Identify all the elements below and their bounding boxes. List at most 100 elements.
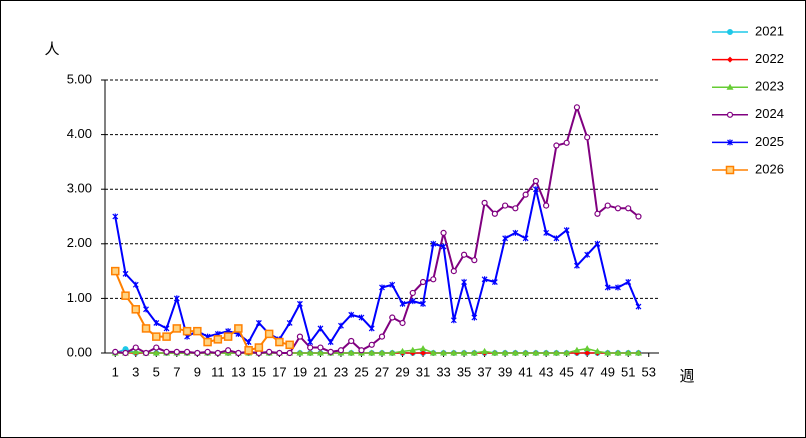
x-tick-label: 35 xyxy=(457,364,471,379)
marker xyxy=(440,243,447,250)
x-tick-label: 33 xyxy=(436,364,450,379)
marker xyxy=(143,306,149,313)
marker xyxy=(470,349,478,356)
marker xyxy=(635,213,642,220)
marker xyxy=(327,339,334,346)
x-tick-label: 41 xyxy=(518,364,532,379)
marker xyxy=(213,335,223,344)
marker xyxy=(409,346,417,353)
legend-label: 2023 xyxy=(755,79,784,94)
marker xyxy=(389,314,396,321)
marker xyxy=(419,278,427,286)
marker xyxy=(368,341,375,348)
marker xyxy=(368,325,375,332)
marker xyxy=(142,349,150,357)
marker xyxy=(389,281,396,288)
x-tick-label: 27 xyxy=(375,364,389,379)
marker xyxy=(275,337,284,347)
marker xyxy=(379,284,385,291)
marker xyxy=(172,324,182,333)
x-tick-label: 9 xyxy=(194,364,201,379)
y-axis-label: 人 xyxy=(44,41,59,58)
marker xyxy=(584,350,591,356)
marker xyxy=(563,139,570,146)
series-line xyxy=(114,188,640,345)
marker xyxy=(276,349,283,357)
legend-marker xyxy=(727,56,733,63)
marker xyxy=(245,339,252,346)
legend-label: 2024 xyxy=(755,106,784,121)
marker xyxy=(307,339,314,346)
marker xyxy=(491,349,499,356)
marker xyxy=(122,349,129,357)
marker xyxy=(574,262,580,269)
marker xyxy=(152,332,161,341)
marker xyxy=(553,235,560,242)
marker xyxy=(358,314,365,321)
x-tick-label: 21 xyxy=(313,364,327,379)
marker xyxy=(162,332,171,341)
x-axis-label: 週 xyxy=(679,368,694,385)
marker xyxy=(234,324,243,333)
marker xyxy=(593,347,601,354)
marker xyxy=(182,326,192,336)
x-tick-label: 1 xyxy=(112,364,119,379)
marker xyxy=(112,348,119,356)
x-tick-label: 3 xyxy=(132,364,139,379)
x-tick-label: 51 xyxy=(621,364,635,379)
marker xyxy=(532,186,539,193)
marker xyxy=(522,191,529,198)
y-tick-label: 4.00 xyxy=(67,126,92,141)
marker xyxy=(264,329,274,339)
marker xyxy=(132,281,139,288)
marker xyxy=(368,349,376,356)
x-tick-label: 29 xyxy=(395,364,409,379)
marker xyxy=(635,303,642,310)
marker xyxy=(204,348,211,356)
marker xyxy=(481,347,489,354)
marker xyxy=(563,227,570,234)
marker xyxy=(388,349,396,356)
marker xyxy=(634,349,642,356)
marker xyxy=(214,349,221,357)
marker xyxy=(327,348,334,356)
marker xyxy=(461,279,467,286)
marker xyxy=(132,348,140,355)
x-tick-label: 19 xyxy=(293,364,307,379)
marker xyxy=(378,333,386,340)
marker xyxy=(502,202,509,209)
marker xyxy=(583,345,591,352)
x-tick-label: 43 xyxy=(539,364,553,379)
marker xyxy=(491,210,498,217)
marker xyxy=(266,348,273,356)
marker xyxy=(553,142,560,149)
marker xyxy=(152,349,160,356)
marker xyxy=(543,202,550,209)
marker xyxy=(173,295,180,302)
legend-marker xyxy=(725,165,735,175)
marker xyxy=(430,240,437,247)
marker xyxy=(317,344,324,351)
marker xyxy=(584,134,591,141)
marker xyxy=(481,276,488,283)
marker xyxy=(450,349,458,356)
marker xyxy=(183,348,191,356)
marker xyxy=(512,229,519,236)
marker xyxy=(244,346,253,355)
x-tick-label: 23 xyxy=(334,364,348,379)
marker xyxy=(420,350,427,356)
x-tick-label: 25 xyxy=(354,364,368,379)
y-tick-label: 3.00 xyxy=(67,181,92,196)
marker xyxy=(584,251,591,258)
marker xyxy=(573,346,581,353)
legend-label: 2022 xyxy=(755,51,784,66)
marker xyxy=(132,344,139,351)
marker xyxy=(121,291,130,300)
marker xyxy=(235,349,242,357)
marker xyxy=(317,325,324,332)
marker xyxy=(615,284,621,291)
marker xyxy=(624,349,632,356)
marker xyxy=(409,298,416,305)
marker xyxy=(594,210,601,217)
marker xyxy=(563,349,571,356)
